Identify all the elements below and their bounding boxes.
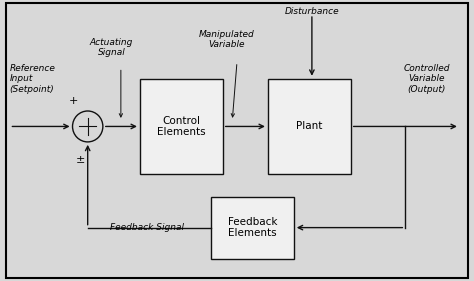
Text: Actuating
Signal: Actuating Signal: [90, 38, 133, 58]
Bar: [268, 79, 351, 174]
Bar: [140, 79, 223, 174]
Text: ±: ±: [76, 155, 85, 165]
Text: Controlled
Variable
(Output): Controlled Variable (Output): [403, 64, 450, 94]
Bar: [211, 197, 294, 259]
Text: Disturbance: Disturbance: [284, 7, 339, 16]
Text: Plant: Plant: [296, 121, 322, 132]
Text: Feedback
Elements: Feedback Elements: [228, 217, 277, 238]
Text: +: +: [69, 96, 78, 106]
Text: Manipulated
Variable: Manipulated Variable: [199, 30, 255, 49]
Text: Feedback Signal: Feedback Signal: [110, 223, 184, 232]
Text: Control
Elements: Control Elements: [157, 116, 206, 137]
Text: Reference
Input
(Setpoint): Reference Input (Setpoint): [9, 64, 55, 94]
